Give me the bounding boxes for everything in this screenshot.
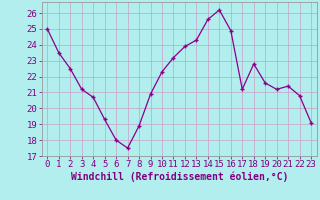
X-axis label: Windchill (Refroidissement éolien,°C): Windchill (Refroidissement éolien,°C) [70, 172, 288, 182]
